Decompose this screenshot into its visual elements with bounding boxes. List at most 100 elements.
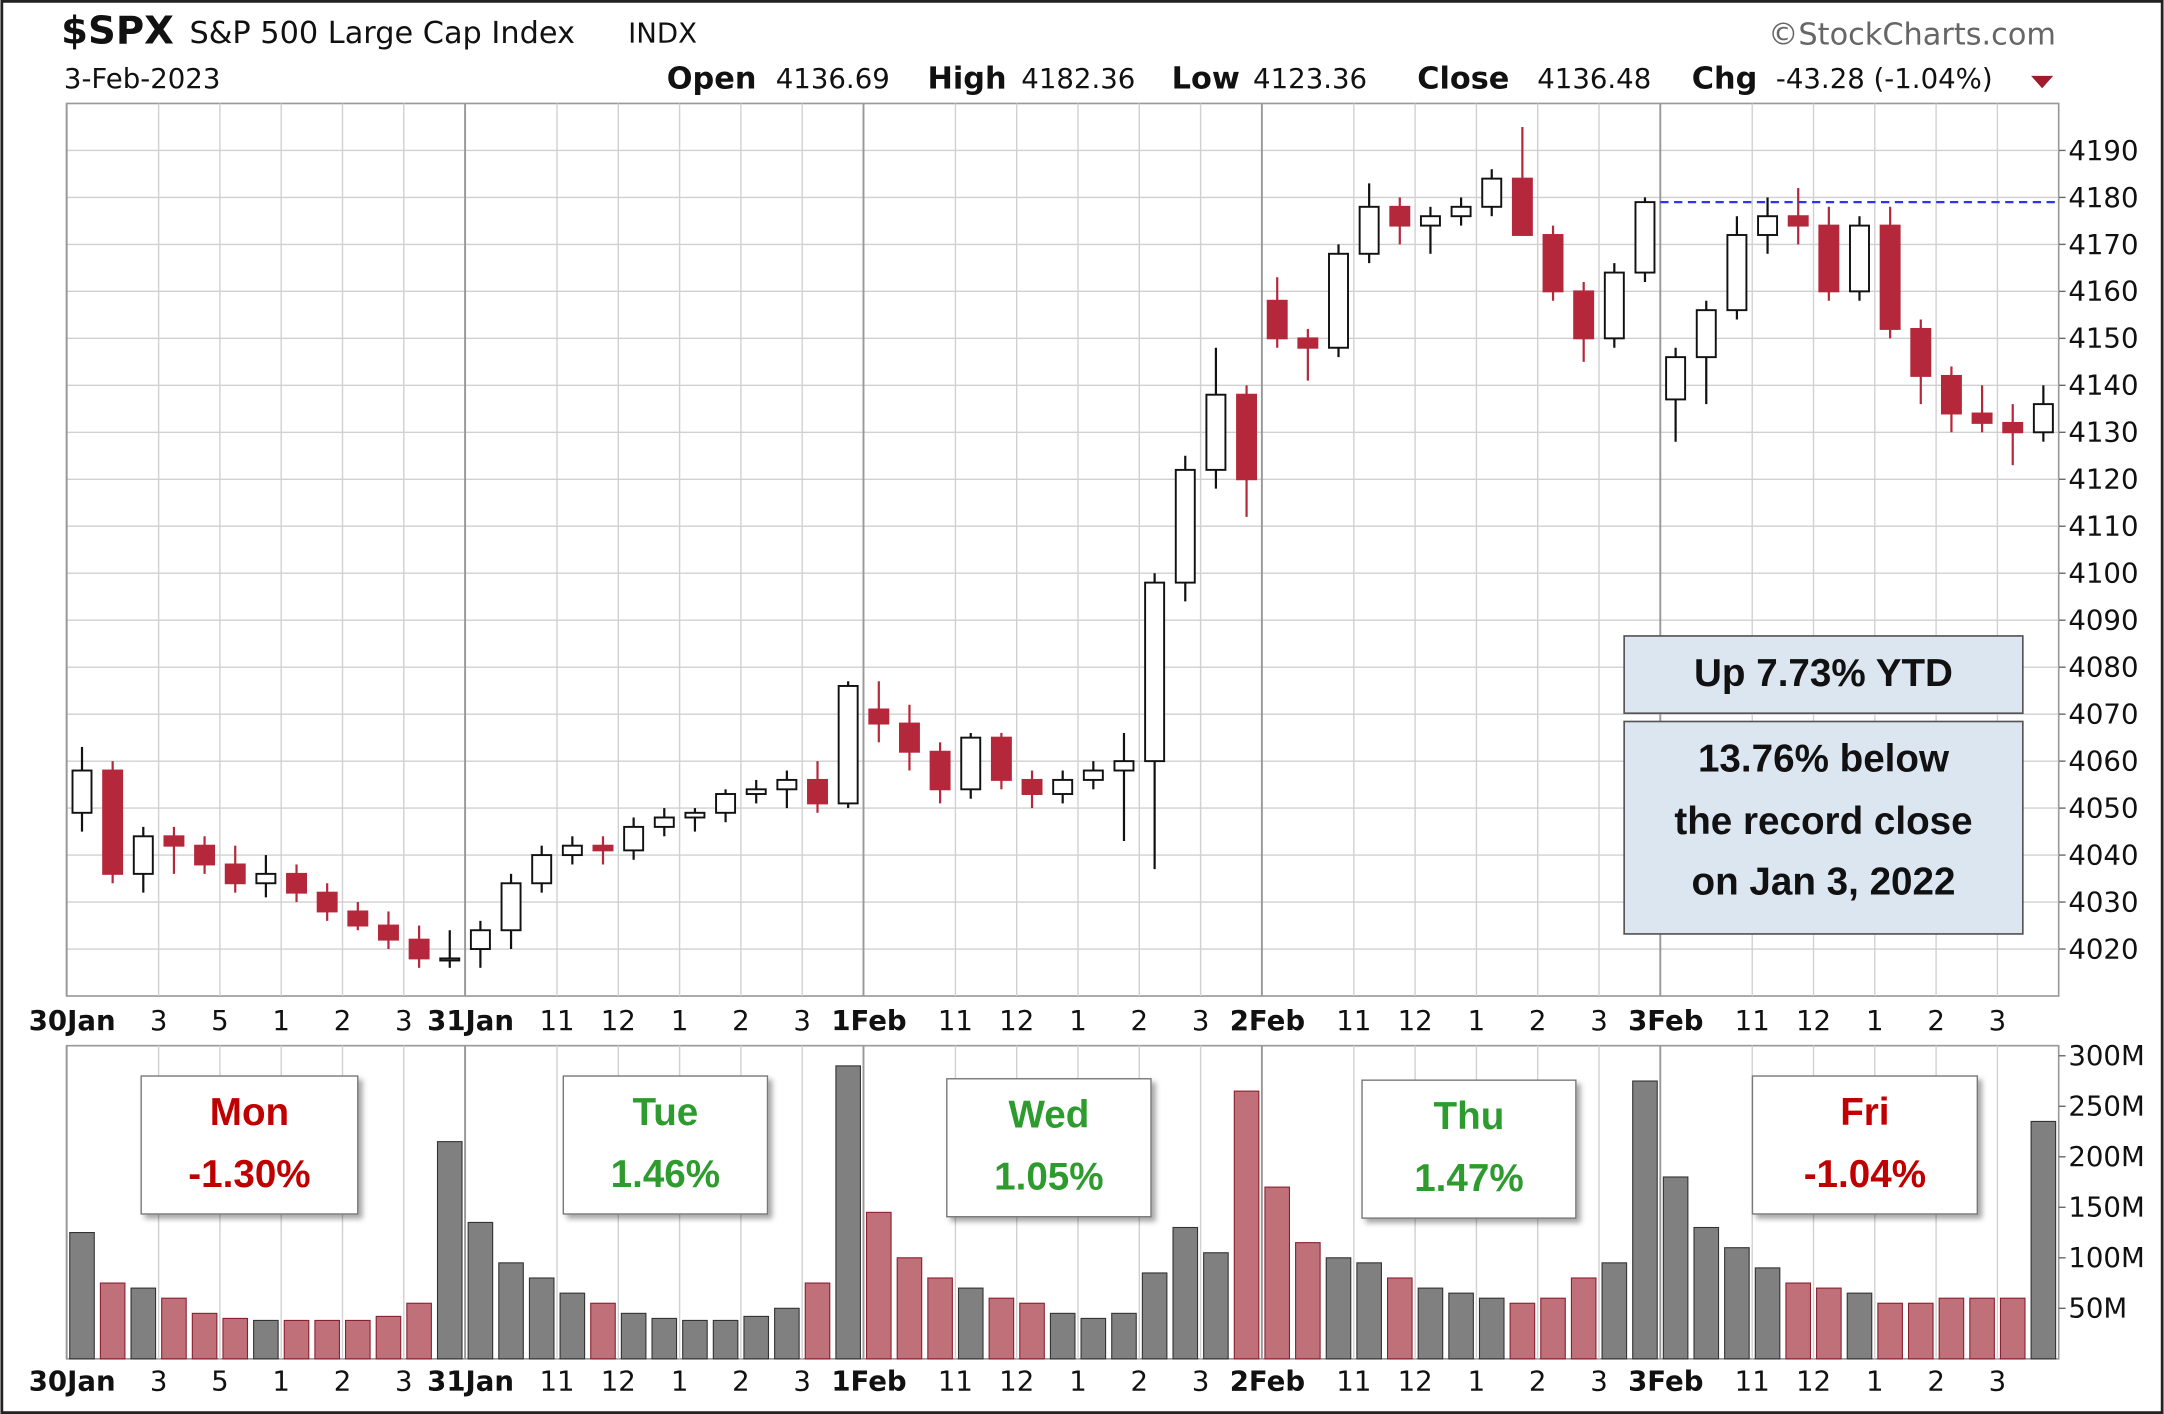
- volume-bar: [1693, 1226, 1720, 1360]
- volume-bar: [436, 1141, 463, 1360]
- candle-body: [653, 816, 675, 828]
- volume-bar: [1754, 1267, 1781, 1360]
- volume-bar: [865, 1211, 892, 1360]
- day-box: [946, 1078, 1152, 1218]
- x-tick-label: 2Feb: [1230, 1364, 1305, 1397]
- x-tick-label: 12: [601, 1004, 636, 1037]
- y-tick-label: 300M: [2068, 1039, 2144, 1072]
- volume-bar: [283, 1319, 310, 1360]
- candle-body: [1573, 290, 1595, 340]
- y-tick-label: 4040: [2068, 838, 2138, 871]
- volume-bar: [1846, 1292, 1873, 1360]
- candle-body: [1542, 234, 1564, 293]
- candle-body: [1328, 252, 1349, 349]
- volume-bar: [1999, 1297, 2026, 1360]
- candle-body: [378, 924, 399, 941]
- volume-bar: [835, 1065, 861, 1360]
- candle-body: [929, 750, 951, 791]
- quote-value: -43.28 (-1.04%): [1776, 62, 1993, 95]
- x-tick-label: 2: [334, 1364, 352, 1397]
- quote-value: 4136.69: [776, 62, 890, 95]
- plot: Open 4136.69 High 4182.36 Low 4123.36 Close 413…: [29, 62, 2145, 1398]
- volume-bar: [498, 1262, 524, 1360]
- day-name: Tue: [632, 1091, 698, 1134]
- volume-bar: [1386, 1277, 1413, 1360]
- y-tick-label: 100M: [2068, 1241, 2144, 1274]
- y-tick-label: 4190: [2068, 134, 2138, 167]
- x-tick-label: 11: [539, 1364, 574, 1397]
- candle-body: [807, 778, 828, 805]
- x-tick-label: 11: [1735, 1004, 1770, 1037]
- day-change: -1.30%: [188, 1153, 310, 1196]
- volume-bar: [743, 1315, 770, 1360]
- x-tick-label: 11: [938, 1364, 973, 1397]
- x-tick-label: 31Jan: [427, 1004, 514, 1037]
- candle-body: [898, 722, 920, 753]
- x-tick-label: 1: [1468, 1364, 1486, 1397]
- candle-body: [684, 811, 706, 819]
- candle-body: [776, 778, 798, 791]
- volume-bar: [1816, 1287, 1842, 1360]
- volume-bar: [375, 1315, 402, 1360]
- candle-body: [469, 929, 491, 950]
- candle-body: [224, 863, 246, 885]
- candle-body: [623, 825, 645, 852]
- x-tick-label: 3: [1989, 1364, 2007, 1397]
- x-tick-label: 2: [1927, 1364, 1945, 1397]
- volume-bar: [1141, 1272, 1168, 1360]
- index-name: S&P 500 Large Cap Index: [189, 16, 574, 51]
- x-tick-label: 5: [211, 1364, 229, 1397]
- candle-body: [1818, 224, 1840, 293]
- volume-bar: [559, 1292, 586, 1360]
- volume-bar: [345, 1319, 371, 1360]
- x-tick-label: 12: [999, 1004, 1034, 1037]
- candle-body: [1971, 412, 1993, 424]
- volume-bar: [896, 1257, 923, 1360]
- x-tick-label: 3: [395, 1004, 413, 1037]
- candle-body: [408, 938, 430, 960]
- y-tick-label: 4130: [2068, 416, 2138, 449]
- source: ©StockCharts.com: [1768, 17, 2056, 52]
- volume-bar: [1478, 1297, 1505, 1360]
- y-tick-label: 150M: [2068, 1191, 2144, 1224]
- candle-body: [194, 844, 216, 866]
- x-tick-label: 1: [1866, 1364, 1884, 1397]
- y-tick-label: 200M: [2068, 1140, 2144, 1173]
- x-tick-label: 12: [1398, 1004, 1433, 1037]
- candle-body: [745, 788, 767, 795]
- quote-label: Low: [1172, 62, 1240, 97]
- x-tick-label: 12: [1796, 1004, 1831, 1037]
- candle-body: [1787, 215, 1809, 227]
- volume-bar: [1877, 1302, 1903, 1360]
- date: 3-Feb-2023: [64, 62, 220, 95]
- volume-bar: [988, 1297, 1015, 1360]
- volume-bar: [406, 1302, 432, 1360]
- annotation-text: 13.76% below: [1698, 738, 1950, 781]
- volume-bar: [1662, 1176, 1689, 1360]
- candle-body: [1511, 177, 1533, 236]
- x-tick-label: 11: [539, 1004, 574, 1037]
- y-tick-label: 4070: [2068, 698, 2138, 731]
- candle-body: [868, 708, 890, 725]
- candle-body: [132, 835, 154, 875]
- x-tick-label: 1: [1069, 1364, 1087, 1397]
- candle-body: [1603, 271, 1625, 340]
- x-tick-label: 2: [334, 1004, 352, 1037]
- quote-label: Close: [1417, 62, 1509, 97]
- candle-body: [1113, 760, 1135, 772]
- candle-body: [1266, 299, 1288, 340]
- candle-body: [561, 844, 583, 857]
- volume-bar: [651, 1317, 678, 1360]
- candle-body: [1665, 356, 1687, 401]
- volume-bar: [467, 1221, 494, 1360]
- day-change: 1.47%: [1414, 1157, 1523, 1200]
- x-tick-label: 11: [1336, 1364, 1371, 1397]
- candle-body: [990, 736, 1012, 781]
- volume-bar: [1233, 1090, 1260, 1360]
- volume-bar: [1172, 1226, 1199, 1360]
- volume-bar: [1969, 1297, 1995, 1360]
- volume-bar: [1325, 1257, 1352, 1360]
- y-tick-label: 4060: [2068, 745, 2138, 778]
- y-tick-label: 250M: [2068, 1090, 2144, 1123]
- x-tick-label: 2: [732, 1004, 750, 1037]
